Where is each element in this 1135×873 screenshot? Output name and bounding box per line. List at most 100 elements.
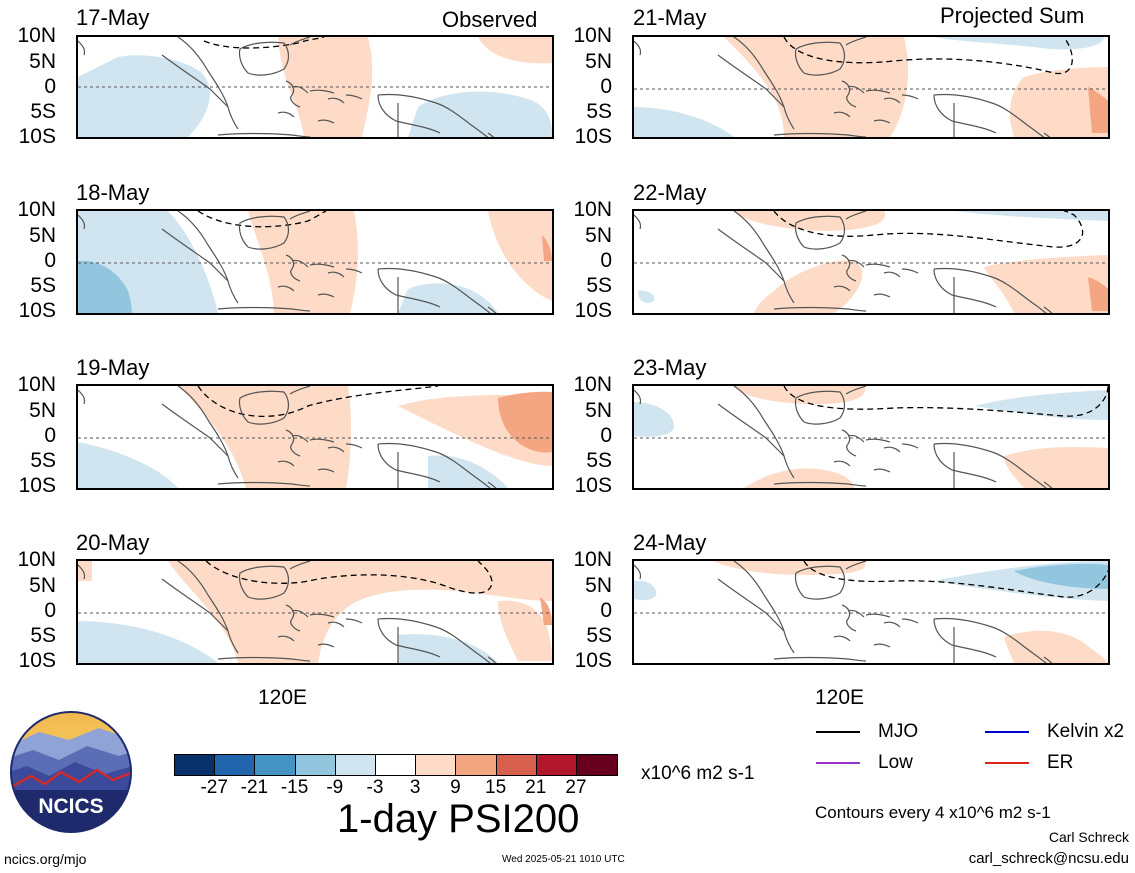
lat-label: 0 [600, 599, 612, 622]
ncics-logo: NCICS [9, 710, 133, 834]
colorbar-units: x10^6 m2 s-1 [641, 763, 755, 784]
map-panel-projected-1 [632, 35, 1110, 139]
colorbar-swatch [335, 755, 376, 775]
colorbar-swatch [215, 755, 256, 775]
author-email: carl_schreck@ncsu.edu [968, 850, 1129, 867]
lat-label: 10S [574, 125, 612, 148]
lat-label: 5S [30, 274, 56, 297]
lat-label: 5S [30, 100, 56, 123]
lat-label: 10N [573, 373, 612, 396]
lat-label: 0 [600, 424, 612, 447]
colorbar-swatch [295, 755, 336, 775]
legend-er: ER [985, 752, 1073, 774]
lat-label: 5S [30, 449, 56, 472]
lat-label: 10S [574, 299, 612, 322]
lat-label: 10S [18, 474, 56, 497]
panel-label-observed-2: 18-May [76, 180, 150, 205]
legend-er-label: ER [1047, 752, 1074, 773]
lat-label: 10N [573, 198, 612, 221]
panel-label-observed-3: 19-May [76, 355, 150, 380]
lat-label: 5N [29, 399, 56, 422]
legend-er-swatch [985, 762, 1029, 764]
observed-title: Observed [442, 7, 538, 32]
lat-label: 0 [600, 249, 612, 272]
colorbar-swatch [496, 755, 537, 775]
colorbar-swatch [536, 755, 577, 775]
legend-mjo-swatch [816, 731, 860, 733]
colorbar-swatch [175, 755, 216, 775]
colorbar-tick-label: -27 [200, 777, 228, 798]
lat-label: 5N [585, 399, 612, 422]
lon-label-observed: 120E [258, 686, 308, 709]
colorbar-tick-label: 3 [409, 777, 421, 798]
lat-label: 0 [44, 75, 56, 98]
projected-title: Projected Sum [940, 3, 1085, 28]
map-panel-projected-4 [632, 559, 1110, 665]
lat-label: 10S [18, 649, 56, 672]
colorbar-tick-label: -15 [280, 777, 309, 798]
legend-kelvin: Kelvin x2 [985, 721, 1124, 743]
lat-label: 10S [574, 649, 612, 672]
colorbar-tick-label: -21 [240, 777, 269, 798]
panel-label-projected-3: 23-May [633, 355, 707, 380]
lat-label: 10N [17, 548, 56, 571]
legend-low-label: Low [878, 752, 913, 773]
lat-label: 10N [573, 548, 612, 571]
lat-label: 5S [586, 274, 612, 297]
map-panel-observed-4 [76, 559, 554, 665]
legend-low-swatch [816, 762, 860, 764]
lat-label: 5N [29, 224, 56, 247]
site-link[interactable]: ncics.org/mjo [4, 851, 87, 867]
colorbar-tick-label: -3 [366, 777, 384, 798]
map-panel-projected-2 [632, 209, 1110, 315]
map-panel-observed-3 [76, 384, 554, 490]
lat-label: 10N [17, 373, 56, 396]
lat-label: 5S [586, 449, 612, 472]
colorbar-swatch [456, 755, 497, 775]
lat-label: 10S [574, 474, 612, 497]
panel-label-projected-1: 21-May [633, 5, 707, 30]
colorbar-swatch [416, 755, 457, 775]
colorbar-tick-label: 9 [450, 777, 461, 798]
panel-label-observed-4: 20-May [76, 530, 150, 555]
lat-label: 10S [18, 299, 56, 322]
logo-text: NCICS [38, 795, 103, 818]
legend-kelvin-label: Kelvin x2 [1047, 721, 1125, 742]
lat-label: 0 [44, 249, 56, 272]
lat-label: 0 [600, 75, 612, 98]
lat-label: 5N [585, 224, 612, 247]
colorbar-tick-label: 21 [525, 777, 547, 798]
contour-note: Contours every 4 x10^6 m2 s-1 [815, 803, 1051, 822]
map-panel-observed-2 [76, 209, 554, 315]
colorbar [174, 754, 619, 776]
colorbar-swatch [255, 755, 296, 775]
lat-label: 5N [29, 50, 56, 73]
map-panel-observed-1 [76, 35, 554, 139]
panel-label-projected-2: 22-May [633, 180, 707, 205]
timestamp: Wed 2025-05-21 1010 UTC [502, 854, 625, 865]
author-name: Carl Schreck [1048, 829, 1129, 845]
map-panel-projected-3 [632, 384, 1110, 490]
colorbar-tick-label: -9 [326, 777, 344, 798]
lat-label: 10S [18, 125, 56, 148]
lat-label: 5S [586, 100, 612, 123]
legend-low: Low [816, 752, 913, 774]
lat-label: 5S [586, 624, 612, 647]
lat-label: 0 [44, 424, 56, 447]
lat-label: 0 [44, 599, 56, 622]
legend-mjo-label: MJO [878, 721, 919, 742]
panel-label-observed-1: 17-May [76, 5, 150, 30]
lat-label: 5N [585, 574, 612, 597]
lon-label-projected: 120E [815, 686, 865, 709]
colorbar-swatch [576, 755, 618, 775]
colorbar-tick-label: 27 [565, 777, 587, 798]
colorbar-tick-label: 15 [485, 777, 507, 798]
main-title: 1-day PSI200 [337, 797, 580, 841]
panel-label-projected-4: 24-May [633, 530, 707, 555]
lat-label: 5N [29, 574, 56, 597]
legend-kelvin-swatch [985, 731, 1029, 733]
lat-label: 5S [30, 624, 56, 647]
lat-label: 10N [17, 24, 56, 47]
colorbar-swatch [375, 755, 417, 775]
lat-label: 10N [17, 198, 56, 221]
